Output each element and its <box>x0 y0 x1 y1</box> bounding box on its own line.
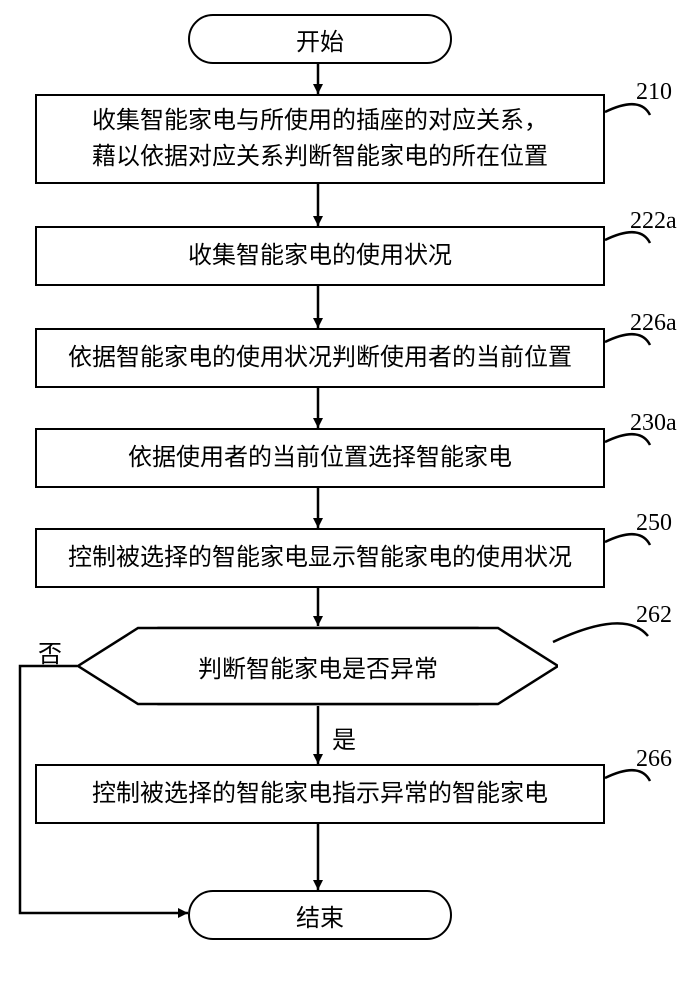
end-terminator: 结束 <box>188 890 452 940</box>
ref-230a: 230a <box>630 410 677 437</box>
ref-222a: 222a <box>630 208 677 235</box>
process-266: 控制被选择的智能家电指示异常的智能家电 <box>35 764 605 824</box>
decision-262: 判断智能家电是否异常 <box>78 626 558 706</box>
process-222a: 收集智能家电的使用状况 <box>35 226 605 286</box>
process-230a: 依据使用者的当前位置选择智能家电 <box>35 428 605 488</box>
start-label: 开始 <box>296 22 344 57</box>
ref-leader-262 <box>553 623 648 642</box>
ref-250: 250 <box>636 510 672 537</box>
ref-262: 262 <box>636 602 672 629</box>
process-266-text: 控制被选择的智能家电指示异常的智能家电 <box>92 776 548 812</box>
ref-226a: 226a <box>630 310 677 337</box>
decision-262-label: 判断智能家电是否异常 <box>198 649 438 684</box>
process-222a-text: 收集智能家电的使用状况 <box>188 238 452 274</box>
process-226a: 依据智能家电的使用状况判断使用者的当前位置 <box>35 328 605 388</box>
ref-266: 266 <box>636 746 672 773</box>
branch-yes-label: 是 <box>332 720 356 755</box>
end-label: 结束 <box>296 898 344 933</box>
process-210: 收集智能家电与所使用的插座的对应关系， 藉以依据对应关系判断智能家电的所在位置 <box>35 94 605 184</box>
process-230a-text: 依据使用者的当前位置选择智能家电 <box>128 440 512 476</box>
process-250-text: 控制被选择的智能家电显示智能家电的使用状况 <box>68 540 572 576</box>
branch-no-label: 否 <box>38 634 62 669</box>
process-226a-text: 依据智能家电的使用状况判断使用者的当前位置 <box>68 340 572 376</box>
decision-262-text: 判断智能家电是否异常 <box>78 626 558 706</box>
flowchart-canvas: 开始 收集智能家电与所使用的插座的对应关系， 藉以依据对应关系判断智能家电的所在… <box>0 0 691 1000</box>
process-210-text: 收集智能家电与所使用的插座的对应关系， 藉以依据对应关系判断智能家电的所在位置 <box>92 103 548 175</box>
ref-210: 210 <box>636 79 672 106</box>
start-terminator: 开始 <box>188 14 452 64</box>
process-250: 控制被选择的智能家电显示智能家电的使用状况 <box>35 528 605 588</box>
